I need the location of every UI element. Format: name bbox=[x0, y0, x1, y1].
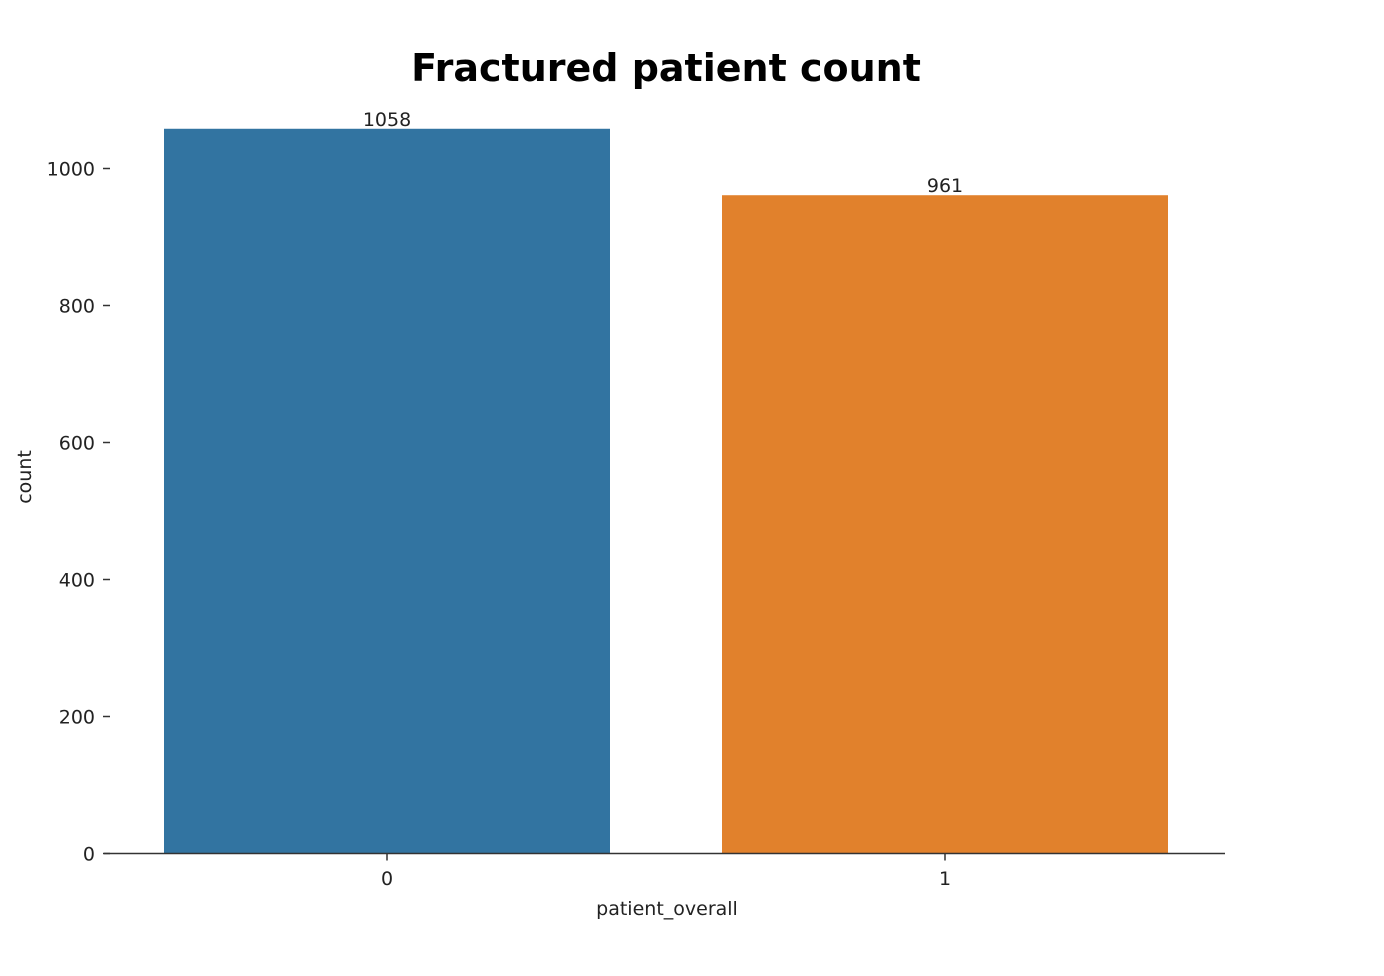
chart-title: Fractured patient count bbox=[411, 46, 921, 90]
x-axis-label: patient_overall bbox=[596, 898, 738, 920]
y-tick-label: 1000 bbox=[47, 159, 95, 181]
y-tick-label: 400 bbox=[59, 570, 95, 592]
bars bbox=[164, 128, 1168, 854]
y-axis-label: count bbox=[14, 450, 36, 504]
x-tick-label: 1 bbox=[939, 868, 951, 890]
bar-0 bbox=[164, 128, 610, 854]
x-tick-label: 0 bbox=[381, 868, 393, 890]
y-tick-label: 200 bbox=[59, 707, 95, 729]
data-labels: 1058 961 bbox=[363, 109, 963, 197]
y-tick-label: 0 bbox=[83, 844, 95, 866]
bar-1 bbox=[722, 195, 1168, 854]
y-axis: 0 200 400 600 800 1000 bbox=[47, 159, 110, 866]
y-tick-label: 600 bbox=[59, 433, 95, 455]
bar-value-label: 1058 bbox=[363, 109, 411, 131]
y-tick-label: 800 bbox=[59, 296, 95, 318]
bar-value-label: 961 bbox=[927, 175, 963, 197]
